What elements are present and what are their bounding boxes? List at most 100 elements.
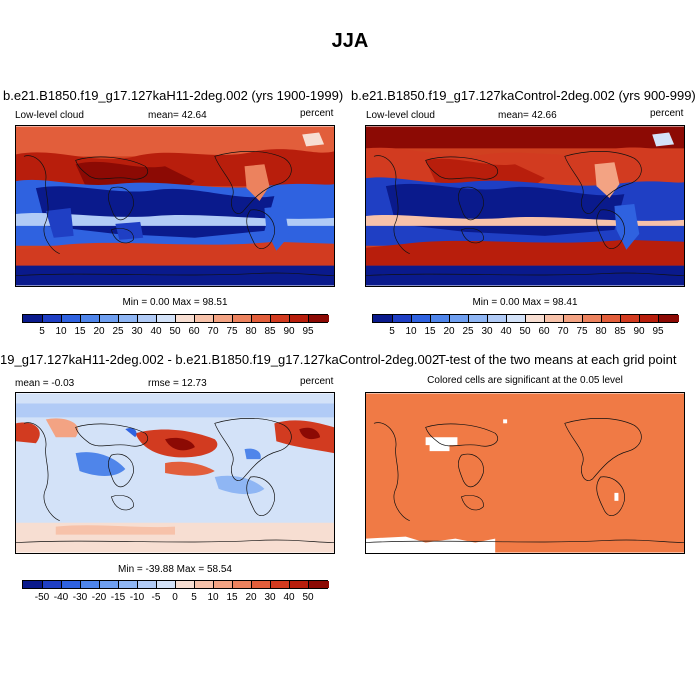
colorbar-tick-label: 80 [245,326,257,337]
panel4-title: T-test of the two means at each grid poi… [438,352,677,367]
colorbar-cell [582,315,603,322]
colorbar-cell [61,315,82,322]
colorbar-tick-label: 70 [207,326,219,337]
colorbar-tick-label: 25 [112,326,124,337]
colorbar-cell [99,581,120,588]
panel1-minmax: Min = 0.00 Max = 98.51 [122,297,228,308]
panel2-minmax: Min = 0.00 Max = 98.41 [472,297,578,308]
difference-map-field [16,393,334,553]
colorbar-cell [137,581,158,588]
panel2-title: b.e21.B1850.f19_g17.127kaControl-2deg.00… [351,88,696,103]
panel1-units-label: percent [300,108,334,119]
colorbar-cell [289,581,310,588]
ttest-significance-field [366,393,684,553]
colorbar-cell [213,315,234,322]
colorbar-cell [449,315,470,322]
colorbar-tick-label: 60 [188,326,200,337]
panel1-title: b.e21.B1850.f19_g17.127kaH11-2deg.002 (y… [3,88,344,103]
colorbar-cell [232,581,253,588]
colorbar-cell [430,315,451,322]
colorbar-cell [373,315,393,322]
colorbar-tick-label: -20 [91,592,107,603]
figure-title: JJA [331,30,369,52]
cloud-map-h11-field [16,126,334,286]
panel2-units-label: percent [650,108,684,119]
colorbar-cell [175,315,196,322]
panel3-mean-label: mean = -0.03 [15,378,75,389]
colorbar-cell [42,581,63,588]
colorbar-tick-label: 95 [302,326,314,337]
colorbar-cell [308,315,329,322]
colorbar-tick-label: 90 [283,326,295,337]
colorbar-cell [194,581,215,588]
colorbar-cell [42,315,63,322]
colorbar-tick-label: 95 [652,326,664,337]
cloud-map-control [365,125,685,287]
cloud-colorbar-left [22,314,329,323]
colorbar-tick-label: 70 [557,326,569,337]
colorbar-tick-label: -5 [151,592,161,603]
cloud-colorbar-right [372,314,679,323]
panel2-mean-label: mean= 42.66 [498,110,557,121]
colorbar-tick-label: 75 [576,326,588,337]
colorbar-tick-label: -50 [34,592,50,603]
colorbar-cell [156,581,177,588]
colorbar-tick-label: 30 [131,326,143,337]
colorbar-cell [23,315,43,322]
colorbar-cell [270,315,291,322]
colorbar-tick-label: 10 [55,326,67,337]
colorbar-cell [251,581,272,588]
colorbar-cell [23,581,43,588]
colorbar-cell [99,315,120,322]
colorbar-tick-label: 30 [264,592,276,603]
colorbar-tick-label: 5 [39,326,45,337]
colorbar-cell [525,315,546,322]
cloud-map-h11 [15,125,335,287]
colorbar-tick-label: 15 [424,326,436,337]
colorbar-tick-label: 40 [500,326,512,337]
colorbar-tick-label: -40 [53,592,69,603]
panel1-mean-label: mean= 42.64 [148,110,207,121]
colorbar-cell [137,315,158,322]
colorbar-cell [544,315,565,322]
colorbar-cell [80,315,101,322]
colorbar-tick-label: 50 [519,326,531,337]
colorbar-tick-label: 0 [172,592,178,603]
colorbar-cell [213,581,234,588]
colorbar-tick-label: 85 [614,326,626,337]
colorbar-tick-label: 50 [169,326,181,337]
colorbar-cell [118,315,139,322]
cloud-map-control-field [366,126,684,286]
panel2-left-label: Low-level cloud [366,110,435,121]
colorbar-cell [194,315,215,322]
colorbar-tick-label: 40 [283,592,295,603]
colorbar-cell [156,315,177,322]
colorbar-cell [392,315,413,322]
colorbar-tick-label: 10 [207,592,219,603]
difference-map [15,392,335,554]
colorbar-cell [563,315,584,322]
colorbar-cell [658,315,679,322]
colorbar-tick-label: 50 [302,592,314,603]
panel3-title: 19_g17.127kaH11-2deg.002 - b.e21.B1850.f… [0,352,440,367]
colorbar-cell [118,581,139,588]
panel3-units-label: percent [300,376,334,387]
colorbar-tick-label: 15 [226,592,238,603]
colorbar-cell [487,315,508,322]
colorbar-cell [468,315,489,322]
colorbar-tick-label: 85 [264,326,276,337]
ttest-significance-map [365,392,685,554]
colorbar-cell [308,581,329,588]
panel4-subtitle: Colored cells are significant at the 0.0… [427,375,623,386]
colorbar-tick-label: 60 [538,326,550,337]
colorbar-tick-label: 25 [462,326,474,337]
colorbar-cell [232,315,253,322]
colorbar-tick-label: -15 [110,592,126,603]
colorbar-tick-label: 80 [595,326,607,337]
colorbar-tick-label: 20 [245,592,257,603]
colorbar-tick-label: 20 [443,326,455,337]
colorbar-tick-label: 40 [150,326,162,337]
colorbar-cell [620,315,641,322]
panel3-minmax: Min = -39.88 Max = 58.54 [118,564,232,575]
colorbar-tick-label: 30 [481,326,493,337]
